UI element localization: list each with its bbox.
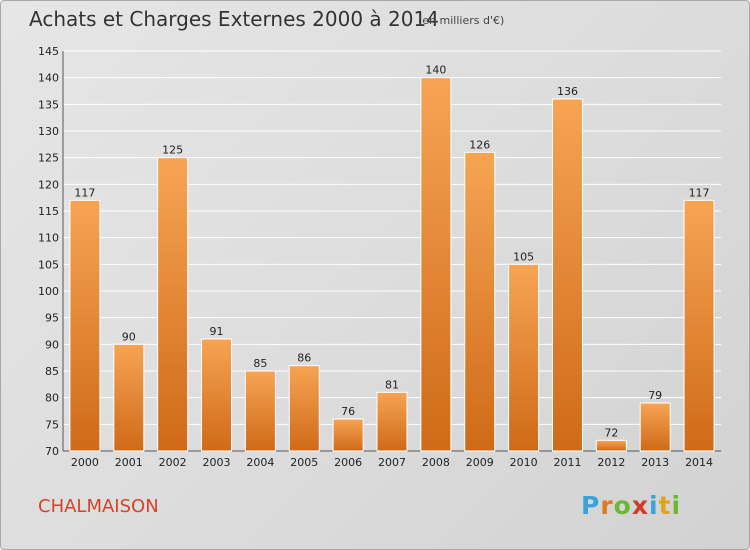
x-tick-label: 2010 <box>510 456 538 469</box>
bar <box>376 391 408 452</box>
x-tick-label: 2003 <box>203 456 231 469</box>
y-tick-label: 145 <box>38 45 59 58</box>
bar-value-label: 85 <box>253 357 267 370</box>
bar-value-label: 117 <box>689 186 710 199</box>
y-tick-label: 70 <box>45 445 59 458</box>
bar <box>595 439 627 452</box>
y-tick-label: 100 <box>38 285 59 298</box>
x-tick-label: 2002 <box>159 456 187 469</box>
bar <box>113 343 145 452</box>
bar <box>683 199 715 452</box>
bar <box>157 157 189 452</box>
unit-note: (en milliers d'€) <box>418 14 505 27</box>
bar-value-label: 91 <box>210 325 224 338</box>
bar-value-label: 140 <box>425 64 446 77</box>
bar-value-label: 79 <box>648 389 662 402</box>
y-tick-label: 130 <box>38 125 59 138</box>
x-tick-label: 2007 <box>378 456 406 469</box>
bar <box>420 77 452 452</box>
bar-value-label: 125 <box>162 144 183 157</box>
bar-value-label: 90 <box>122 330 136 343</box>
proxiti-logo: Proxiti <box>581 491 682 520</box>
bar <box>201 338 233 452</box>
bar-value-label: 72 <box>604 426 618 439</box>
commune-name: CHALMAISON <box>38 496 159 517</box>
y-tick-label: 135 <box>38 98 59 111</box>
bar <box>69 199 101 452</box>
x-tick-label: 2001 <box>115 456 143 469</box>
bar-value-label: 76 <box>341 405 355 418</box>
bar-value-label: 126 <box>469 138 490 151</box>
y-tick-label: 95 <box>45 312 59 325</box>
x-tick-label: 2005 <box>290 456 318 469</box>
y-tick-label: 125 <box>38 152 59 165</box>
y-tick-label: 105 <box>38 258 59 271</box>
bar-value-label: 81 <box>385 378 399 391</box>
y-tick-label: 115 <box>38 205 59 218</box>
x-tick-label: 2000 <box>71 456 99 469</box>
bar <box>288 365 320 452</box>
bar-value-label: 136 <box>557 85 578 98</box>
x-tick-label: 2011 <box>553 456 581 469</box>
bar-value-label: 105 <box>513 250 534 263</box>
y-tick-label: 110 <box>38 232 59 245</box>
x-tick-label: 2014 <box>685 456 713 469</box>
bar <box>464 151 496 452</box>
bar <box>508 263 540 452</box>
bar <box>639 402 671 452</box>
x-tick-label: 2012 <box>597 456 625 469</box>
y-tick-label: 85 <box>45 365 59 378</box>
y-tick-label: 140 <box>38 72 59 85</box>
bar-value-label: 117 <box>74 186 95 199</box>
y-tick-label: 75 <box>45 418 59 431</box>
x-tick-label: 2004 <box>246 456 274 469</box>
bar <box>332 418 364 452</box>
x-tick-label: 2009 <box>466 456 494 469</box>
x-tick-label: 2013 <box>641 456 669 469</box>
x-tick-label: 2008 <box>422 456 450 469</box>
y-tick-label: 80 <box>45 392 59 405</box>
bar-value-label: 86 <box>297 352 311 365</box>
y-tick-label: 90 <box>45 338 59 351</box>
bar <box>551 98 583 452</box>
y-tick-label: 120 <box>38 178 59 191</box>
chart-title: Achats et Charges Externes 2000 à 2014 <box>29 7 439 31</box>
x-tick-label: 2006 <box>334 456 362 469</box>
bar <box>244 370 276 452</box>
